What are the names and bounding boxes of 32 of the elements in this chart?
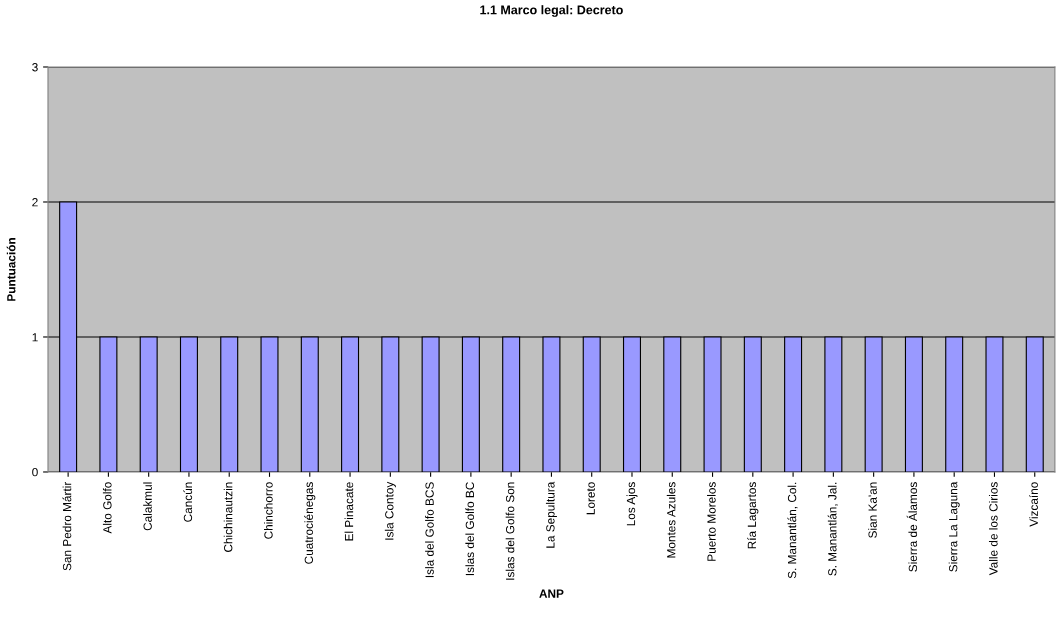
x-tick-label: Valle de los Cirios bbox=[988, 482, 998, 576]
x-tick-label: Loreto bbox=[586, 482, 595, 515]
x-tick-label: Islas del Golfo Son bbox=[505, 482, 515, 580]
x-tick-label: Islas del Golfo BC bbox=[465, 482, 475, 576]
x-tick-label: Puerto Morelos bbox=[707, 482, 716, 561]
x-tick-label: Ría Lagartos bbox=[747, 482, 759, 549]
x-tick-label: Sierra La Laguna bbox=[948, 481, 960, 572]
x-tick-label: Isla del Golfo BCS bbox=[425, 482, 434, 578]
x-tick-label: Vizcaíno bbox=[1029, 482, 1038, 527]
x-tick-label: Sian Ka'an bbox=[868, 482, 877, 538]
x-tick-label: Chinchorro bbox=[264, 482, 273, 539]
x-tick-label: El Pinacate bbox=[344, 482, 354, 541]
x-tick-label: La Sepultura bbox=[545, 481, 557, 548]
x-tick-label: S. Manantlán, Col. bbox=[787, 482, 798, 579]
x-tick-label: Alto Golfo bbox=[102, 482, 112, 534]
y-tick-label: 0 bbox=[32, 468, 38, 477]
x-tick-label: Calakmul bbox=[143, 482, 152, 531]
y-tick-label: 2 bbox=[32, 198, 38, 207]
x-tick-label: Cancún bbox=[183, 482, 193, 522]
x-tick-label: San Pedro Mártir bbox=[62, 481, 72, 571]
x-tick-label: S. Manantlán, Jal. bbox=[827, 482, 838, 576]
x-tick-label: Los Ajos bbox=[626, 482, 638, 526]
y-tick-label: 3 bbox=[32, 63, 38, 72]
chart-title: 1.1 Marco legal: Decreto bbox=[480, 5, 623, 17]
x-tick-label: Cuatrociénegas bbox=[304, 482, 316, 564]
y-axis-title: Puntuación bbox=[6, 238, 16, 301]
y-tick-label: 1 bbox=[32, 333, 38, 342]
x-tick-label: Isla Contoy bbox=[384, 481, 396, 540]
x-tick-label: Montes Azules bbox=[666, 482, 676, 558]
x-axis-title: ANP bbox=[539, 589, 564, 598]
x-tick-label: Chichinautzin bbox=[223, 482, 233, 552]
x-tick-label: Sierra de Álamos bbox=[906, 482, 918, 572]
